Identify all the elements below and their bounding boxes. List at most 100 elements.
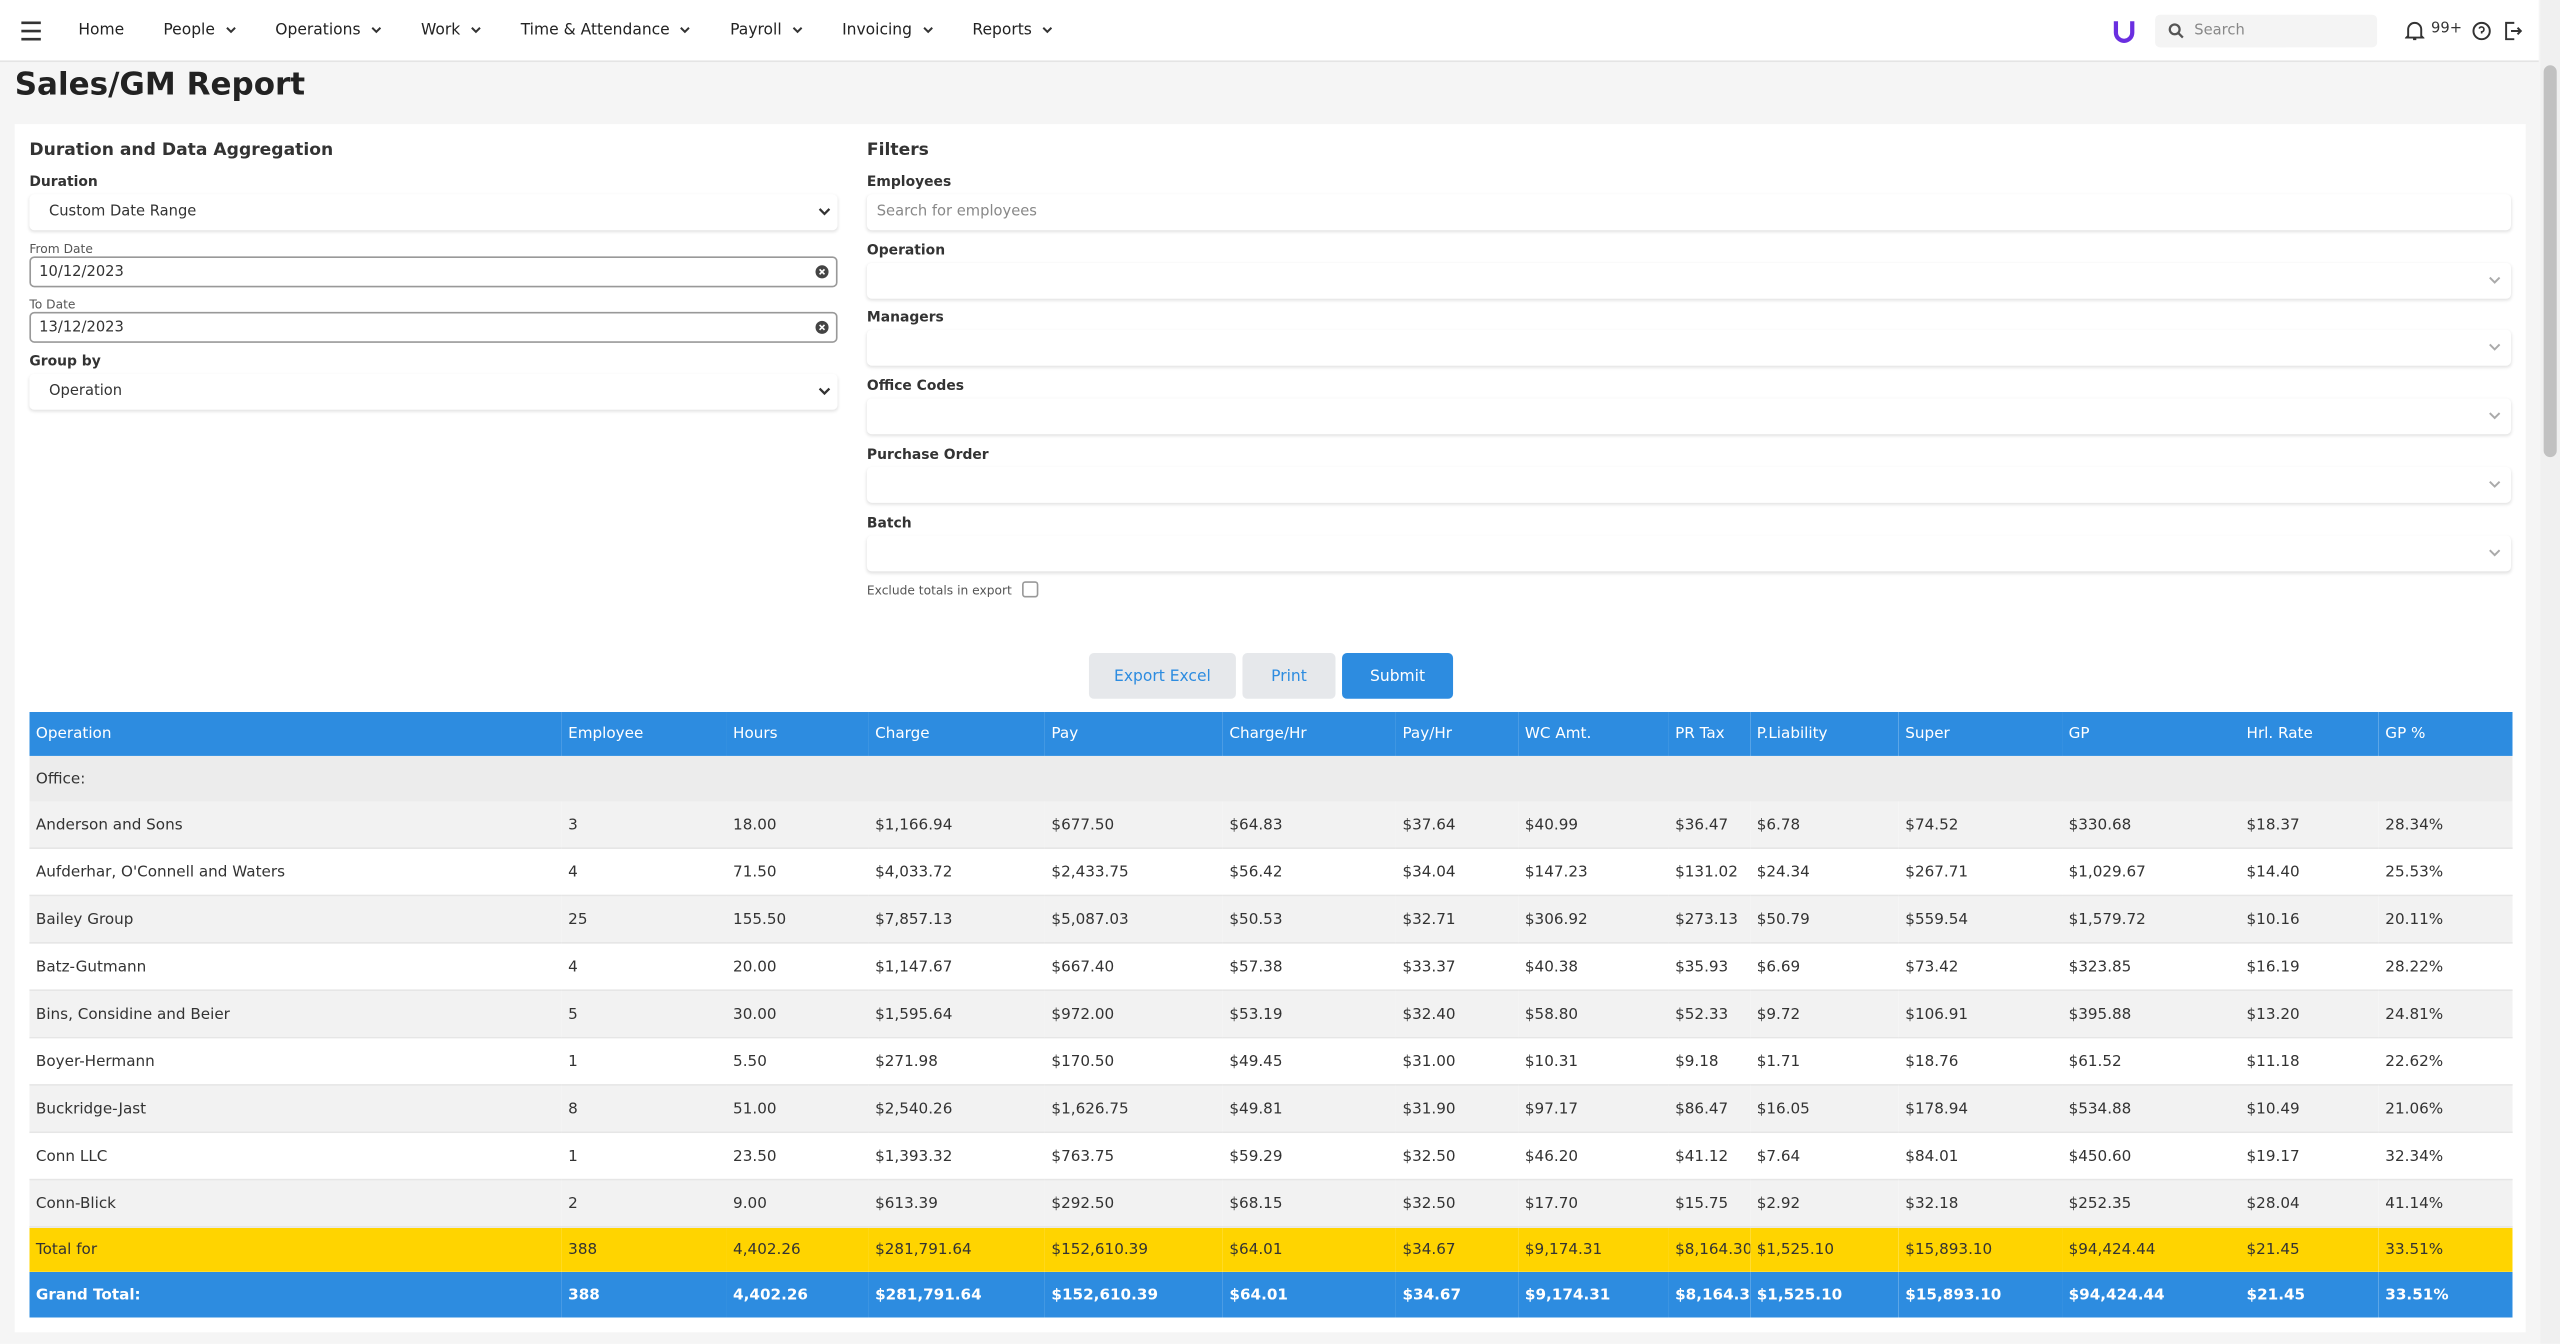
to-date[interactable]: 13/12/2023 [29, 311, 838, 343]
cell: $32.18 [1898, 1179, 2063, 1228]
cell: 4,402.26 [726, 1226, 869, 1272]
column-header[interactable]: Employee [561, 711, 727, 756]
cell: 71.50 [726, 848, 869, 897]
cell: Batz-Gutmann [29, 942, 562, 992]
cell: Bailey Group [29, 895, 562, 944]
group-row: Office: [29, 755, 2513, 802]
help-icon[interactable] [2472, 21, 2492, 41]
button[interactable]: Print [1242, 653, 1336, 699]
cell: 2 [561, 1179, 727, 1228]
cell: $10.31 [1518, 1037, 1669, 1086]
column-header[interactable]: WC Amt. [1518, 711, 1669, 756]
cell: Boyer-Hermann [29, 1037, 562, 1086]
field-label: Employees [866, 174, 952, 192]
cell: $1,029.67 [2062, 848, 2240, 897]
cell: $106.91 [1898, 990, 2063, 1039]
column-header[interactable]: P.Liability [1750, 711, 1899, 756]
field-label: Group by [29, 354, 101, 371]
field-label: Batch [866, 515, 912, 532]
logo[interactable] [2113, 18, 2136, 44]
field-label: Managers [866, 310, 944, 328]
duration-select[interactable]: Custom Date Range [29, 194, 838, 231]
cell: $9.72 [1750, 990, 1899, 1039]
column-header[interactable]: Charge [868, 711, 1045, 756]
cell: $97.17 [1518, 1084, 1669, 1134]
cell: $32.71 [1395, 895, 1519, 944]
input-placeholder: Search for employees [876, 204, 1037, 221]
from-date[interactable]: 10/12/2023 [29, 256, 838, 288]
menu-icon[interactable] [21, 21, 44, 41]
search-box[interactable]: Search [2155, 14, 2378, 48]
filter-input[interactable] [866, 466, 2512, 503]
cell: 388 [561, 1226, 727, 1272]
bell-icon[interactable] [2404, 21, 2425, 41]
column-header[interactable]: GP [2062, 711, 2240, 756]
column-header[interactable]: Hours [726, 711, 869, 756]
column-header[interactable]: Hrl. Rate [2239, 711, 2379, 756]
filter-input[interactable]: Search for employees [866, 194, 2512, 231]
column-header[interactable]: Super [1898, 711, 2063, 756]
table-footer: Total for 388 4,402.26 $281,791.64 $152,610.… [29, 1226, 2513, 1318]
select-value: Custom Date Range [48, 204, 197, 221]
cell: $8,164.30 [1668, 1226, 1751, 1272]
cell: $10.49 [2239, 1084, 2379, 1134]
button[interactable]: Submit [1342, 653, 1454, 699]
nav-item[interactable]: Time & Attendance [521, 21, 691, 39]
cell: 5 [561, 990, 727, 1039]
cell: $152,610.39 [1044, 1271, 1223, 1318]
filter-input[interactable] [866, 330, 2512, 367]
group-select[interactable]: Operation [29, 373, 838, 410]
cell: $972.00 [1044, 990, 1223, 1039]
column-header[interactable]: PR Tax [1668, 711, 1751, 756]
filter-input[interactable] [866, 534, 2512, 571]
cell: $84.01 [1898, 1132, 2063, 1181]
cell: $33.37 [1395, 942, 1519, 992]
nav-item[interactable]: Work [421, 21, 482, 39]
cell: $152,610.39 [1044, 1226, 1223, 1272]
column-header[interactable]: Operation [29, 711, 562, 756]
column-header[interactable]: Pay/Hr [1395, 711, 1519, 756]
scroll-thumb[interactable] [2543, 65, 2557, 458]
cell: $14.40 [2239, 848, 2379, 897]
logout-icon[interactable] [2503, 21, 2523, 41]
cell: $271.98 [868, 1037, 1045, 1086]
cell: 25.53% [2378, 848, 2513, 897]
scrollbar[interactable] [2540, 0, 2560, 1344]
nav-item[interactable]: Reports [972, 21, 1053, 39]
cell: $19.17 [2239, 1132, 2379, 1181]
page-title: Sales/GM Report [14, 66, 306, 103]
checkbox[interactable] [1022, 581, 1039, 598]
cell: $306.92 [1518, 895, 1669, 944]
button[interactable]: Export Excel [1088, 653, 1236, 699]
cell: 21.06% [2378, 1084, 2513, 1134]
cell: Conn LLC [29, 1132, 562, 1181]
cell: 20.11% [2378, 895, 2513, 944]
nav-item[interactable]: Home [78, 21, 124, 39]
cell: $21.45 [2239, 1226, 2379, 1272]
data-row: Buckridge-Jast 8 51.00 $2,540.26 $1,626.75 $4… [29, 1084, 2513, 1134]
cell: $267.71 [1898, 848, 2063, 897]
filter-input[interactable] [866, 398, 2512, 435]
nav-label: Invoicing [842, 21, 912, 40]
column-header[interactable]: Pay [1044, 711, 1223, 756]
column-header[interactable]: GP % [2378, 711, 2513, 756]
filter-input[interactable] [866, 262, 2512, 299]
nav-item[interactable]: Payroll [730, 21, 803, 39]
cell: 51.00 [726, 1084, 869, 1134]
nav-item[interactable]: Invoicing [842, 21, 933, 39]
cell: $273.13 [1668, 895, 1751, 944]
cell: $8,164.30 [1668, 1271, 1751, 1318]
data-row: Aufderhar, O'Connell and Waters 4 71.50 $4,… [29, 848, 2513, 897]
nav-item[interactable]: Operations [275, 21, 382, 39]
cell: $64.01 [1222, 1226, 1396, 1272]
cell: $94,424.44 [2062, 1271, 2240, 1318]
cell: $58.80 [1518, 990, 1669, 1039]
header-row: Operation Employee Hours Charge Pay Charge/Hr… [29, 711, 2513, 756]
column-header[interactable]: Charge/Hr [1222, 711, 1396, 756]
cell: $9.18 [1668, 1037, 1751, 1086]
nav-item[interactable]: People [163, 21, 236, 39]
cell: $18.37 [2239, 801, 2379, 849]
cell: $1,525.10 [1750, 1226, 1899, 1272]
cell: 28.34% [2378, 801, 2513, 849]
